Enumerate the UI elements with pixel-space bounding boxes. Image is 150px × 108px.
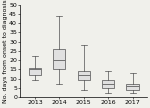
PathPatch shape <box>102 80 114 88</box>
PathPatch shape <box>29 68 41 75</box>
PathPatch shape <box>126 84 139 90</box>
PathPatch shape <box>53 49 65 69</box>
Y-axis label: No. days from onset to diagnosis: No. days from onset to diagnosis <box>3 0 8 103</box>
PathPatch shape <box>78 71 90 80</box>
